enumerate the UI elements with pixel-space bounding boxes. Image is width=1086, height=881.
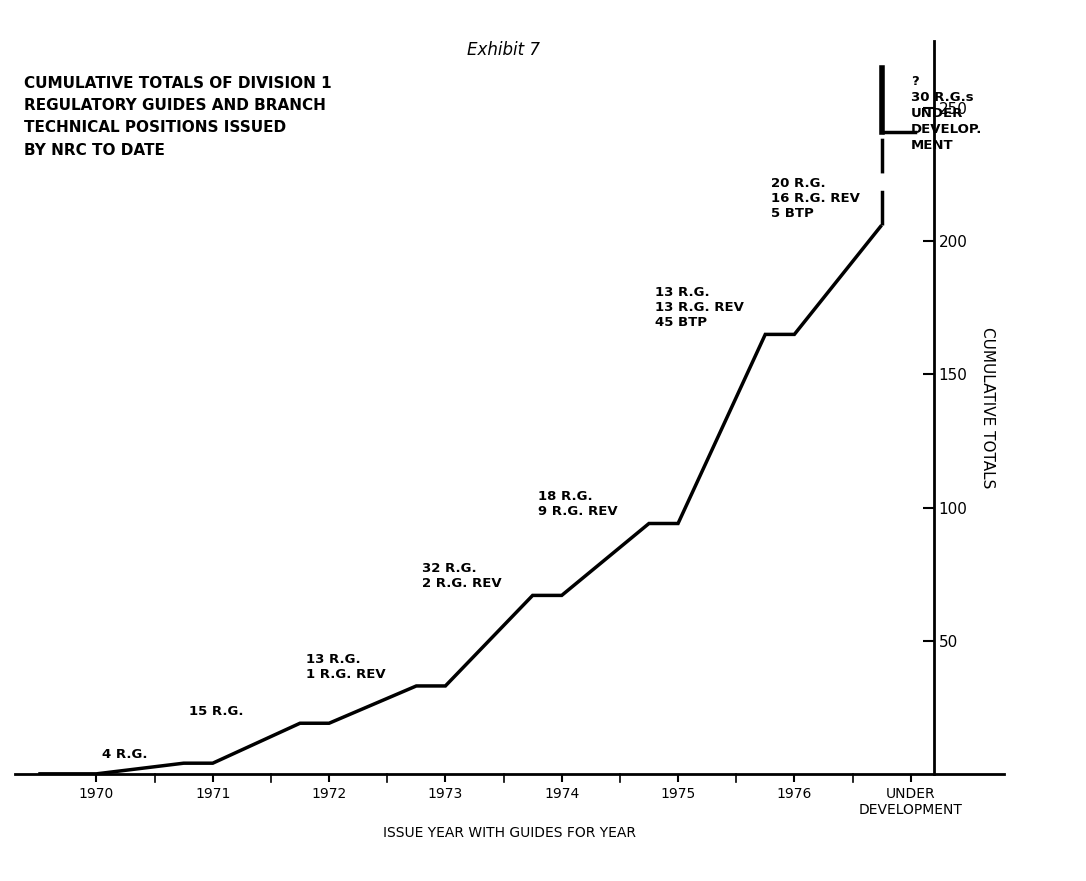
- Text: 4 R.G.: 4 R.G.: [102, 747, 148, 760]
- Text: 15 R.G.: 15 R.G.: [189, 705, 244, 718]
- Text: 18 R.G.
9 R.G. REV: 18 R.G. 9 R.G. REV: [539, 490, 618, 518]
- Text: 20 R.G.
16 R.G. REV
5 BTP: 20 R.G. 16 R.G. REV 5 BTP: [771, 177, 860, 220]
- Text: 32 R.G.
2 R.G. REV: 32 R.G. 2 R.G. REV: [422, 562, 502, 590]
- Text: 13 R.G.
13 R.G. REV
45 BTP: 13 R.G. 13 R.G. REV 45 BTP: [655, 286, 744, 329]
- Y-axis label: CUMULATIVE TOTALS: CUMULATIVE TOTALS: [981, 327, 996, 488]
- Text: 13 R.G.
1 R.G. REV: 13 R.G. 1 R.G. REV: [306, 653, 386, 681]
- X-axis label: ISSUE YEAR WITH GUIDES FOR YEAR: ISSUE YEAR WITH GUIDES FOR YEAR: [383, 825, 636, 840]
- Text: ?
30 R.G.s
UNDER
DEVELOP.
MENT: ? 30 R.G.s UNDER DEVELOP. MENT: [911, 75, 982, 152]
- Text: Exhibit 7: Exhibit 7: [467, 41, 540, 59]
- Text: CUMULATIVE TOTALS OF DIVISION 1
REGULATORY GUIDES AND BRANCH
TECHNICAL POSITIONS: CUMULATIVE TOTALS OF DIVISION 1 REGULATO…: [24, 76, 332, 158]
